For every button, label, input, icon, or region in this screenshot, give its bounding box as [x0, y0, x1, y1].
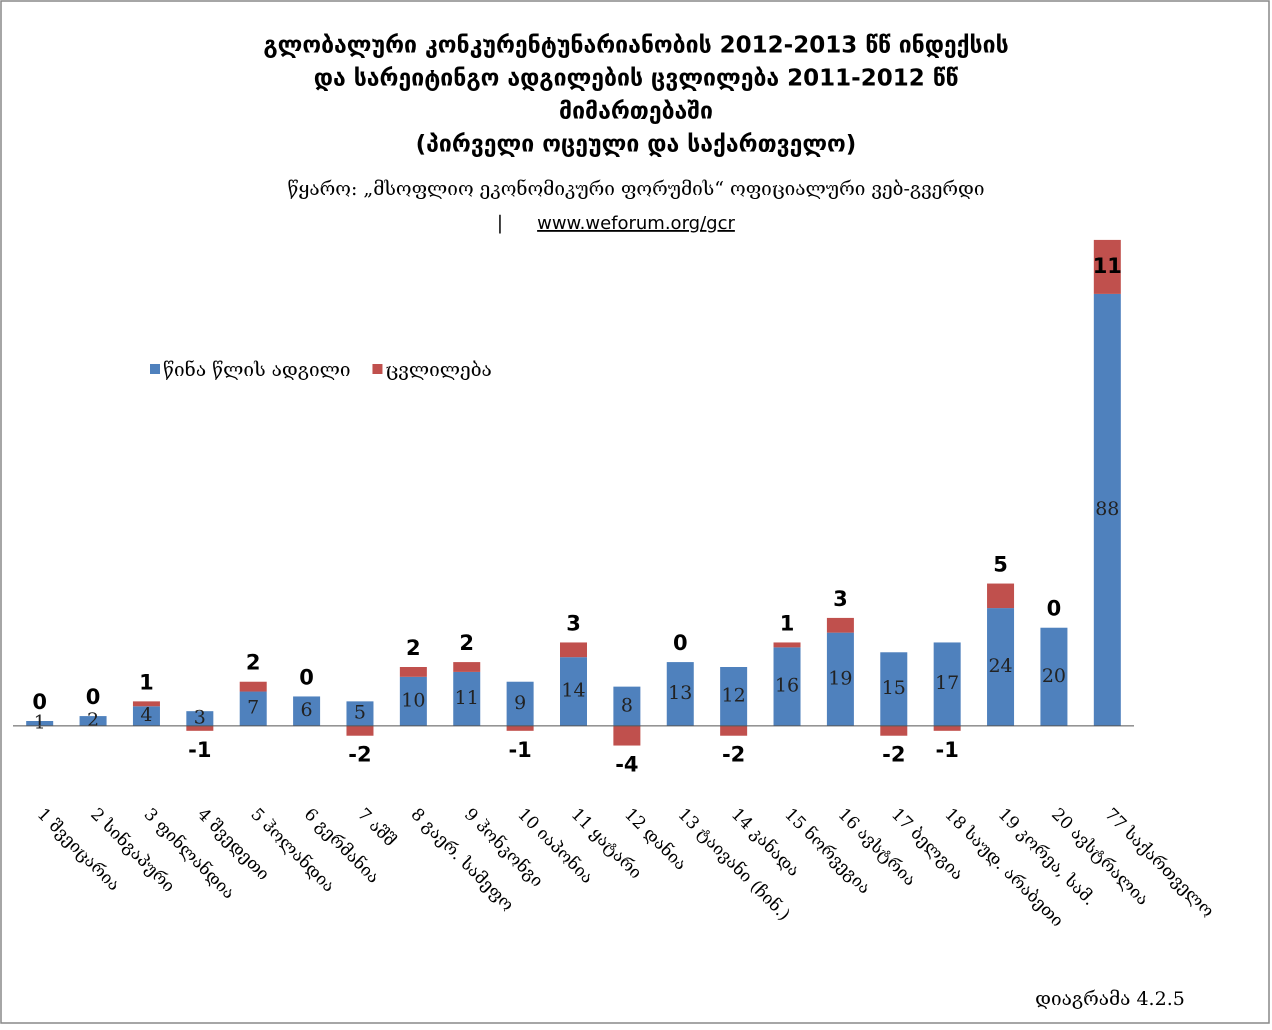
bar-segment	[239, 691, 267, 726]
data-label: 11	[455, 687, 479, 709]
data-label: 1	[34, 711, 46, 733]
bar-segment	[987, 583, 1015, 609]
bar-segment	[1093, 239, 1121, 294]
data-label: 0	[32, 690, 47, 714]
data-label: 0	[86, 685, 101, 709]
data-label: 24	[988, 655, 1012, 677]
data-label: 16	[775, 675, 799, 697]
chart-title: გლობალური კონკურენტუნარიანობის 2012-2013…	[263, 33, 1008, 59]
data-label: 15	[882, 677, 906, 699]
bar-segment	[1093, 293, 1121, 726]
bar-segment	[186, 711, 214, 726]
bar-segment	[186, 725, 214, 731]
bar-segment	[453, 662, 481, 672]
bar-segment	[399, 667, 427, 677]
bar-segment	[880, 725, 908, 736]
data-label: 13	[668, 682, 692, 704]
data-label: 6	[301, 699, 313, 721]
data-label: 88	[1095, 498, 1119, 520]
bar-segment	[506, 681, 534, 726]
bar-segment	[773, 647, 801, 726]
bar-segment	[346, 725, 374, 736]
data-label: 0	[299, 665, 314, 689]
bar-segment	[987, 608, 1015, 726]
data-label: 3	[566, 611, 581, 635]
chart-title: (პირველი ოცეული და საქართველო)	[416, 132, 857, 158]
data-label: 2	[459, 631, 474, 655]
data-label: 0	[1047, 597, 1062, 621]
data-label: 2	[406, 636, 421, 660]
chart-title: და სარეიტინგო ადგილების ცვლილება 2011-20…	[314, 66, 959, 92]
data-label: 5	[354, 702, 366, 724]
bar-segment	[933, 642, 961, 726]
data-label: 19	[828, 667, 852, 689]
bar-segment	[239, 681, 267, 692]
data-label: 1	[780, 611, 795, 635]
bar-segment	[560, 657, 587, 726]
data-label: -1	[508, 738, 531, 762]
chart-title: მიმართებაში	[559, 99, 713, 125]
data-label: 4	[140, 704, 152, 726]
footnote: დიაგრამა 4.2.5	[1035, 988, 1185, 1010]
bar-segment	[453, 671, 481, 726]
bar-segment	[399, 676, 427, 726]
data-label: 3	[833, 587, 848, 611]
data-label: -1	[936, 738, 959, 762]
data-label: 10	[401, 689, 425, 711]
bar-segment	[1040, 627, 1068, 726]
data-label: 17	[935, 672, 959, 694]
bar-segment	[132, 701, 160, 707]
data-label: 0	[673, 631, 688, 655]
bar-segment	[560, 642, 587, 658]
bar-segment	[26, 721, 54, 726]
bar-segment	[346, 701, 374, 726]
data-label: 7	[247, 697, 259, 719]
data-label: -2	[722, 743, 745, 767]
data-label: 3	[194, 707, 206, 729]
data-label: 14	[561, 680, 585, 702]
legend-swatch	[150, 364, 160, 374]
bar-segment	[666, 662, 694, 726]
bar-segment	[720, 725, 748, 736]
data-label: 2	[87, 709, 99, 731]
data-label: -2	[348, 743, 371, 767]
data-label: -1	[188, 738, 211, 762]
data-label: -2	[882, 743, 905, 767]
data-label: 20	[1042, 665, 1066, 687]
bar-segment	[79, 716, 107, 726]
legend-label: ცვლილება	[385, 359, 491, 381]
data-label: 8	[621, 694, 633, 716]
source-link[interactable]: www.weforum.org/gcr	[537, 213, 735, 234]
data-label: 5	[993, 553, 1008, 577]
data-label: 12	[722, 684, 746, 706]
bar-segment	[293, 696, 321, 726]
bar-segment	[773, 642, 801, 648]
bar-segment	[506, 725, 534, 731]
bar-segment	[132, 706, 160, 726]
data-label: 9	[514, 692, 526, 714]
bar-segment	[933, 725, 961, 731]
bar-segment	[826, 632, 854, 726]
legend-label: წინა წლის ადგილი	[163, 359, 350, 381]
data-label: 2	[246, 651, 261, 675]
bar-segment	[826, 617, 854, 633]
bar-segment	[613, 686, 641, 726]
source-separator: |	[497, 212, 503, 234]
data-label: 11	[1093, 254, 1122, 278]
data-label: 1	[139, 670, 154, 694]
bar-segment	[720, 667, 748, 726]
bar-segment	[880, 652, 908, 726]
bar-segment	[613, 725, 641, 746]
source: წყარო: „მსოფლიო ეკონომიკური ფორუმის“ ოფი…	[288, 178, 985, 200]
data-label: -4	[615, 753, 638, 777]
legend-swatch	[372, 364, 383, 374]
